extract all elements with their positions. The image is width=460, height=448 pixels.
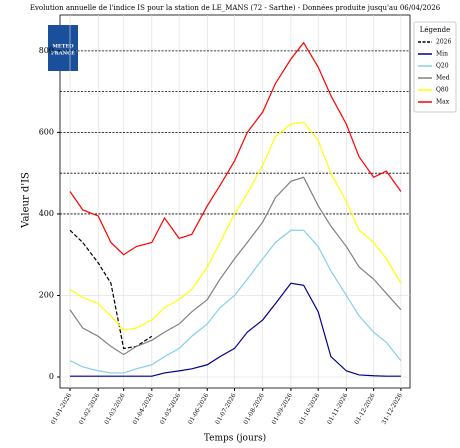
x-tick-label: 01-10-2026 xyxy=(298,392,321,426)
logo xyxy=(48,25,78,71)
x-tick-label: 01-12-2026 xyxy=(353,392,376,426)
y-tick-label: 800 xyxy=(39,46,54,55)
y-axis-label: Valeur d'IS xyxy=(21,172,32,229)
x-tick-label: 01-08-2026 xyxy=(242,392,265,426)
x-tick-label: 01-05-2026 xyxy=(159,392,182,426)
x-tick-label: 01-06-2026 xyxy=(187,392,210,426)
chart-title: Evolution annuelle de l'indice IS pour l… xyxy=(30,4,441,12)
series-line xyxy=(69,176,402,356)
series-line xyxy=(69,229,402,374)
legend-label: 2026 xyxy=(436,39,451,46)
legend-label: Max xyxy=(436,99,450,106)
plot-frame xyxy=(59,14,411,389)
series-line xyxy=(69,229,153,350)
x-tick-label: 01-07-2026 xyxy=(214,392,237,426)
x-tick-label: 01-02-2026 xyxy=(78,392,101,426)
x-tick-label: 01-01-2026 xyxy=(50,392,73,426)
legend-label: Med xyxy=(436,75,450,82)
grid xyxy=(60,15,410,388)
logo-text: FRANCE xyxy=(51,51,75,57)
series-line xyxy=(70,282,401,377)
x-tick-label: 01-04-2026 xyxy=(131,392,154,426)
y-tick-label: 200 xyxy=(39,290,54,299)
y-tick-label: 400 xyxy=(39,209,54,218)
series-line xyxy=(69,41,402,256)
legend-label: Q80 xyxy=(436,87,449,94)
x-tick-label: 01-11-2026 xyxy=(326,392,349,426)
x-axis-label: Temps (jours) xyxy=(204,433,266,444)
legend xyxy=(413,21,457,113)
legend-label: Min xyxy=(436,51,448,58)
x-tick-label: 01-03-2026 xyxy=(103,392,126,426)
x-tick-label: 01-09-2026 xyxy=(271,392,294,426)
legend-label: Q20 xyxy=(436,63,449,70)
legend-title: Légende xyxy=(420,26,451,34)
y-tick-label: 600 xyxy=(39,127,54,136)
series-line xyxy=(69,121,402,331)
x-tick-label: 31-12-2026 xyxy=(381,392,404,426)
y-tick-label: 0 xyxy=(49,372,54,381)
logo-text: METEO xyxy=(52,44,74,50)
